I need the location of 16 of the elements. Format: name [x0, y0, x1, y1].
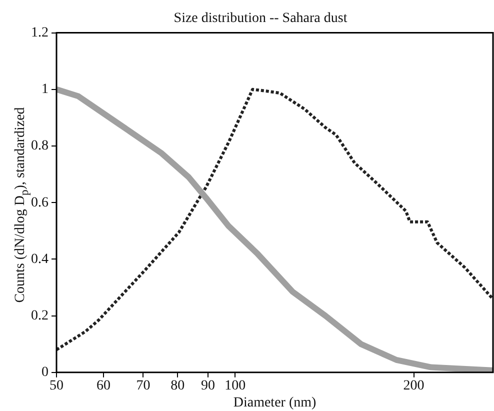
- x-tick-label: 70: [136, 378, 150, 394]
- y-tick-label: 0.6: [31, 195, 48, 210]
- x-tick-label: 50: [50, 378, 64, 394]
- y-tick-label: 0.2: [31, 308, 48, 324]
- y-tick-label: 0.8: [31, 138, 48, 154]
- y-tick-label: 1.2: [31, 25, 48, 40]
- x-tick-label: 80: [170, 378, 185, 394]
- x-tick-label: 60: [96, 378, 110, 394]
- x-tick-label: 100: [224, 378, 246, 394]
- x-tick-label: 200: [403, 378, 424, 394]
- x-tick-label: 90: [200, 378, 215, 394]
- y-tick-label: 0: [42, 365, 48, 380]
- x-axis-title: Diameter (nm): [233, 395, 316, 410]
- chart-title: Size distribution -- Sahara dust: [174, 11, 348, 26]
- y-tick-label: 1: [42, 82, 48, 98]
- y-tick-label: 0.4: [31, 252, 48, 267]
